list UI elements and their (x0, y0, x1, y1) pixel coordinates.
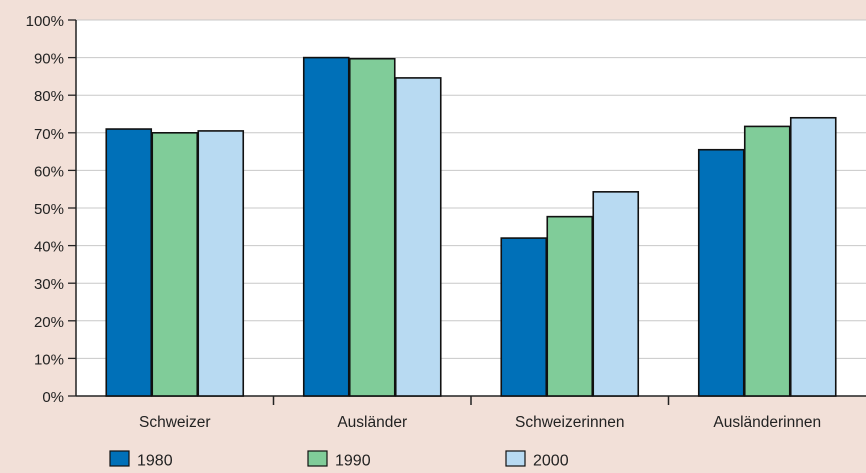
y-tick-label: 30% (34, 276, 64, 293)
bar-1980-3 (697, 148, 745, 397)
bar-1990-3 (743, 125, 791, 397)
bar-1990-1 (348, 57, 396, 397)
bar-2000-1 (394, 77, 442, 397)
bar-1990-2 (546, 215, 594, 397)
bar-2000-3 (789, 116, 837, 397)
y-tick-label: 90% (34, 51, 64, 68)
y-tick-label: 50% (34, 201, 64, 218)
y-tick-label: 70% (34, 126, 64, 143)
bar-1980-1 (302, 56, 350, 397)
y-tick-label: 0% (42, 389, 64, 406)
bar-1980-2 (500, 237, 548, 397)
x-category-label: Ausländer (337, 414, 407, 431)
legend-label: 2000 (533, 453, 569, 469)
legend-label: 1990 (335, 453, 371, 469)
y-tick-label: 40% (34, 239, 64, 256)
x-category-label: Schweizer (139, 414, 211, 431)
legend-swatch-1980 (109, 450, 130, 467)
bar-2000-0 (197, 130, 245, 397)
bar-2000-2 (592, 191, 640, 397)
legend-label: 1980 (137, 453, 173, 469)
y-tick-label: 60% (34, 163, 64, 180)
legend-swatch-2000 (505, 450, 526, 467)
y-tick-label: 100% (26, 13, 64, 30)
x-category-label: Ausländerinnen (713, 414, 821, 431)
x-category-label: Schweizerinnen (515, 414, 624, 431)
legend-swatch-1990 (307, 450, 328, 467)
y-tick-label: 20% (34, 314, 64, 331)
y-tick-label: 80% (34, 88, 64, 105)
bar-1990-0 (151, 132, 199, 397)
bar-1980-0 (105, 128, 153, 397)
y-tick-label: 10% (34, 351, 64, 368)
